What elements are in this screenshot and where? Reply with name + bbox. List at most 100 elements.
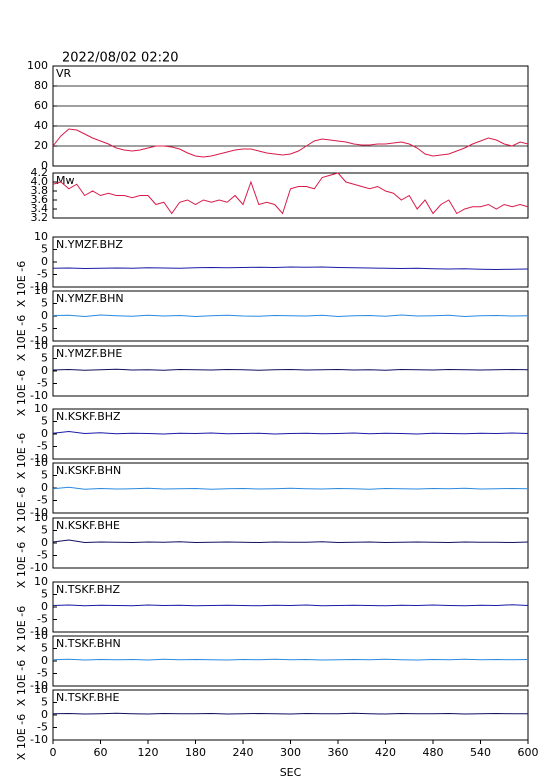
y-tick-label: 80 xyxy=(34,79,48,92)
y-tick-label: 3.4 xyxy=(31,202,49,215)
data-line xyxy=(52,604,529,607)
y-tick-label: 5 xyxy=(41,696,48,709)
data-line xyxy=(52,368,529,371)
data-line xyxy=(52,712,528,715)
y-tick-label: 10 xyxy=(34,683,48,696)
y-axis-label: X 10E -6 xyxy=(15,433,28,479)
y-tick-label: 5 xyxy=(41,588,48,601)
y-tick-label: -10 xyxy=(30,679,48,692)
y-axis-label: X 10E -6 xyxy=(15,315,28,361)
y-tick-label: 4.2 xyxy=(31,166,49,179)
y-tick-label: -10 xyxy=(30,452,48,465)
y-axis-label: X 10E -6 xyxy=(15,542,28,588)
panel-frame xyxy=(52,65,529,167)
y-tick-label: -10 xyxy=(30,280,48,293)
y-tick-label: 5 xyxy=(41,243,48,256)
panel-label: N.YMZF.BHN xyxy=(56,292,124,305)
panel-frame xyxy=(52,236,529,288)
panel-label: Mw xyxy=(56,174,75,187)
y-tick-label: 3.2 xyxy=(31,211,49,224)
y-tick-label: 5 xyxy=(41,642,48,655)
data-line xyxy=(52,314,529,318)
y-axis-label: X 10E -6 xyxy=(15,660,28,706)
x-tick-label: 300 xyxy=(280,746,301,759)
chart-title: 2022/08/02 02:20 xyxy=(62,51,179,66)
panel-label: N.KSKF.BHE xyxy=(56,519,120,532)
y-tick-label: 10 xyxy=(34,284,48,297)
data-line xyxy=(52,172,529,215)
y-tick-label: 10 xyxy=(34,402,48,415)
y-tick-label: -5 xyxy=(37,721,48,734)
y-tick-label: 60 xyxy=(34,99,48,112)
y-tick-label: 5 xyxy=(41,524,48,537)
y-axis-label: X 10E -6 xyxy=(15,606,28,652)
data-line xyxy=(52,486,529,490)
panel-label: VR xyxy=(56,67,72,80)
y-tick-label: 0 xyxy=(41,427,48,440)
y-tick-label: 0 xyxy=(41,481,48,494)
panel-frame xyxy=(52,581,529,633)
y-tick-label: 10 xyxy=(34,456,48,469)
x-tick-label: 180 xyxy=(185,746,206,759)
y-tick-label: 5 xyxy=(41,352,48,365)
y-tick-label: -10 xyxy=(30,506,48,519)
y-tick-label: 10 xyxy=(34,629,48,642)
panel-frame xyxy=(52,345,529,397)
y-tick-label: 0 xyxy=(41,654,48,667)
y-tick-label: -10 xyxy=(30,561,48,574)
y-tick-label: -5 xyxy=(37,494,48,507)
y-tick-label: -10 xyxy=(30,334,48,347)
panel-frame xyxy=(52,462,529,514)
y-tick-label: -10 xyxy=(30,733,48,746)
y-tick-label: 0 xyxy=(41,364,48,377)
y-tick-label: -5 xyxy=(37,549,48,562)
y-tick-label: 40 xyxy=(34,119,48,132)
y-tick-label: 0 xyxy=(41,600,48,613)
y-tick-label: 20 xyxy=(34,139,48,152)
data-line xyxy=(52,128,529,158)
y-tick-label: 100 xyxy=(27,59,48,72)
y-tick-label: 10 xyxy=(34,230,48,243)
panel-frame xyxy=(52,408,529,460)
y-tick-label: 5 xyxy=(41,297,48,310)
y-tick-label: 4.0 xyxy=(31,175,49,188)
x-tick-label: 240 xyxy=(233,746,254,759)
y-tick-label: 5 xyxy=(41,415,48,428)
y-tick-label: 0 xyxy=(41,309,48,322)
panel-label: N.YMZF.BHE xyxy=(56,347,122,360)
data-line xyxy=(52,658,529,661)
x-axis-label: SEC xyxy=(280,766,302,779)
y-tick-label: 3.6 xyxy=(31,193,49,206)
x-tick-label: 480 xyxy=(423,746,444,759)
y-axis-label: X 10E -6 xyxy=(15,261,28,307)
y-tick-label: -5 xyxy=(37,268,48,281)
y-tick-label: 3.8 xyxy=(31,184,49,197)
panel-frame xyxy=(52,172,529,219)
y-tick-label: 10 xyxy=(34,511,48,524)
y-tick-label: 5 xyxy=(41,469,48,482)
y-tick-label: 0 xyxy=(41,255,48,268)
panel-label: N.KSKF.BHN xyxy=(56,464,121,477)
y-tick-label: 10 xyxy=(34,339,48,352)
x-tick-label: 360 xyxy=(328,746,349,759)
x-tick-label: 0 xyxy=(50,746,57,759)
y-tick-label: -5 xyxy=(37,377,48,390)
x-tick-label: 420 xyxy=(375,746,396,759)
y-tick-label: 0 xyxy=(41,708,48,721)
panel-label: N.YMZF.BHZ xyxy=(56,238,123,251)
y-tick-label: 0 xyxy=(41,536,48,549)
y-axis-label: X 10E -6 xyxy=(15,370,28,416)
y-tick-label: -5 xyxy=(37,440,48,453)
y-tick-label: 0 xyxy=(41,159,48,172)
y-tick-label: -5 xyxy=(37,613,48,626)
x-tick-label: 540 xyxy=(470,746,491,759)
y-tick-label: -10 xyxy=(30,625,48,638)
panel-frame xyxy=(52,635,529,687)
x-tick-label: 60 xyxy=(94,746,108,759)
x-tick-label: 600 xyxy=(518,746,539,759)
data-line xyxy=(52,430,529,435)
panel-label: N.KSKF.BHZ xyxy=(56,410,121,423)
y-tick-label: -5 xyxy=(37,667,48,680)
